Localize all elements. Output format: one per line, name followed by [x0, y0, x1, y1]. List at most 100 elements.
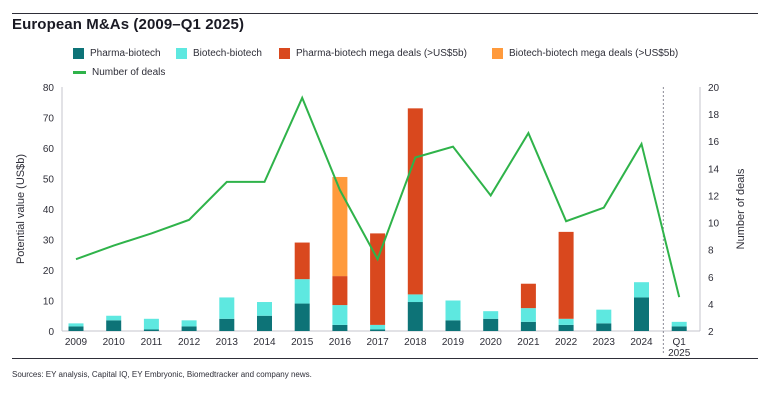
x-tick-label: 2025 — [668, 348, 691, 359]
bar-biotech-biotech — [294, 279, 310, 304]
bar-pharma-mega — [558, 231, 574, 319]
bar-pharma-biotech — [671, 326, 687, 331]
y-tick-label: 0 — [48, 327, 54, 338]
bar-pharma-mega — [294, 242, 310, 280]
legend-label-pharma-biotech: Pharma-biotech — [90, 48, 161, 59]
x-tick-label: 2021 — [517, 337, 540, 348]
bar-pharma-biotech — [445, 320, 461, 331]
bar-biotech-biotech — [332, 305, 348, 325]
legend-label-pharma-mega: Pharma-biotech mega deals (>US$5b) — [296, 48, 467, 59]
y-tick-label: 10 — [43, 297, 55, 308]
y2-tick-label: 10 — [708, 219, 720, 230]
x-tick-label: 2024 — [630, 337, 653, 348]
y-tick-label: 30 — [43, 236, 55, 247]
bar-pharma-biotech — [634, 297, 649, 331]
bar-biotech-biotech — [483, 311, 499, 319]
bar-pharma-biotech — [106, 320, 122, 331]
x-tick-label: 2016 — [329, 337, 352, 348]
bar-biotech-biotech — [181, 320, 197, 327]
bar-pharma-biotech — [332, 324, 348, 331]
bar-biotech-biotech — [596, 309, 612, 324]
x-tick-label: 2023 — [593, 337, 616, 348]
bottom-rule — [12, 358, 758, 359]
bar-biotech-biotech — [520, 308, 536, 322]
bar-pharma-mega — [407, 108, 423, 295]
x-tick-label: 2022 — [555, 337, 578, 348]
y-tick-label: 70 — [43, 114, 55, 125]
legend-swatch-biotech-mega — [492, 48, 503, 59]
bar-biotech-mega — [332, 176, 348, 277]
legend-item-biotech-mega: Biotech-biotech mega deals (>US$5b) — [492, 48, 678, 59]
bar-pharma-mega — [370, 233, 386, 325]
x-tick-label: 2010 — [103, 337, 126, 348]
bar-pharma-biotech — [143, 329, 159, 331]
y-tick-label: 80 — [43, 83, 55, 94]
bar-biotech-biotech — [634, 282, 649, 298]
x-tick-label: 2017 — [366, 337, 389, 348]
bar-pharma-biotech — [257, 315, 272, 331]
bar-biotech-biotech — [219, 297, 235, 319]
y-tick-label: 40 — [43, 205, 55, 216]
legend-swatch-pharma-biotech — [73, 48, 84, 59]
bar-biotech-biotech — [671, 321, 687, 327]
x-tick-label: 2018 — [404, 337, 427, 348]
y2-tick-label: 16 — [708, 137, 720, 148]
bar-pharma-mega — [332, 276, 348, 306]
legend-swatch-pharma-mega — [279, 48, 290, 59]
legend-swatch-number-of-deals — [73, 71, 86, 74]
bar-pharma-biotech — [407, 302, 423, 331]
bar-biotech-biotech — [143, 318, 159, 330]
bar-pharma-mega — [520, 283, 536, 309]
x-tick-label: 2015 — [291, 337, 314, 348]
bar-pharma-biotech — [596, 323, 612, 331]
bar-biotech-biotech — [370, 324, 386, 330]
x-tick-label: 2020 — [480, 337, 503, 348]
y2-tick-label: 4 — [708, 300, 714, 311]
legend-item-biotech-biotech: Biotech-biotech — [176, 48, 262, 59]
source-note: Sources: EY analysis, Capital IQ, EY Emb… — [12, 370, 312, 379]
y2-tick-label: 6 — [708, 273, 714, 284]
bar-biotech-biotech — [445, 300, 461, 321]
bar-pharma-biotech — [294, 303, 310, 331]
x-tick-label: 2013 — [216, 337, 239, 348]
bar-biotech-biotech — [68, 323, 84, 327]
legend-label-biotech-mega: Biotech-biotech mega deals (>US$5b) — [509, 48, 679, 59]
y-tick-label: 20 — [43, 266, 55, 277]
bar-pharma-biotech — [520, 321, 536, 331]
bar-pharma-biotech — [181, 326, 197, 331]
x-tick-label: 2012 — [178, 337, 201, 348]
legend-item-number-of-deals: Number of deals — [73, 67, 165, 78]
legend-label-biotech-biotech: Biotech-biotech — [193, 48, 262, 59]
y2-tick-label: 2 — [708, 327, 714, 338]
y-axis-title: Potential value (US$b) — [15, 154, 27, 264]
chart-legend: Pharma-biotech Biotech-biotech Pharma-bi… — [0, 0, 768, 90]
x-tick-label: 2014 — [253, 337, 276, 348]
legend-label-number-of-deals: Number of deals — [92, 67, 166, 78]
y2-tick-label: 18 — [708, 110, 720, 121]
legend-item-pharma-biotech: Pharma-biotech — [73, 48, 161, 59]
y2-tick-label: 20 — [708, 83, 720, 94]
chart-title: European M&As (2009–Q1 2025) — [12, 16, 245, 33]
legend-swatch-biotech-biotech — [176, 48, 187, 59]
y2-tick-label: 14 — [708, 164, 720, 175]
bar-pharma-biotech — [68, 326, 84, 331]
x-tick-label: Q1 — [673, 337, 687, 348]
y2-tick-label: 8 — [708, 246, 714, 257]
top-rule — [12, 13, 758, 14]
x-tick-label: 2009 — [65, 337, 88, 348]
bar-pharma-biotech — [558, 324, 574, 331]
bar-biotech-biotech — [558, 318, 574, 325]
bar-pharma-biotech — [370, 329, 386, 331]
bar-pharma-biotech — [483, 318, 499, 331]
bar-biotech-biotech — [257, 302, 272, 316]
y2-tick-label: 12 — [708, 191, 720, 202]
bar-pharma-biotech — [219, 318, 235, 331]
y-tick-label: 50 — [43, 175, 55, 186]
legend-item-pharma-mega: Pharma-biotech mega deals (>US$5b) — [279, 48, 467, 59]
y2-axis-title: Number of deals — [735, 168, 747, 249]
x-tick-label: 2011 — [141, 337, 163, 348]
bar-biotech-biotech — [407, 294, 423, 303]
y-tick-label: 60 — [43, 144, 55, 155]
bar-biotech-biotech — [106, 315, 122, 321]
